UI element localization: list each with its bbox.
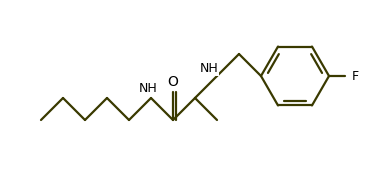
- Text: NH: NH: [139, 82, 157, 95]
- Text: NH: NH: [200, 61, 218, 75]
- Text: O: O: [168, 75, 178, 89]
- Text: F: F: [352, 70, 359, 82]
